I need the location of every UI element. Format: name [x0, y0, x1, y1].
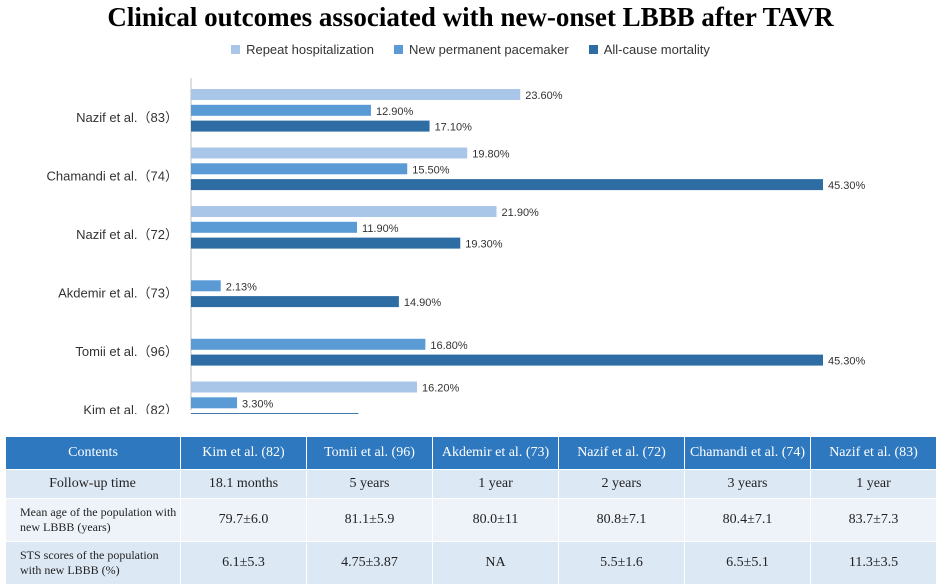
table-header-cell: Nazif et al. (83) [810, 436, 937, 470]
table-row-label: Follow-up time [5, 469, 181, 499]
legend: Repeat hospitalization New permanent pac… [0, 42, 941, 57]
bar-repeat-hospitalization [191, 206, 497, 217]
table-cell: 5.5±1.6 [558, 541, 685, 585]
bar-repeat-hospitalization [191, 89, 521, 100]
bar-value-label: 45.30% [828, 356, 866, 368]
table-row-label: STS scores of the population with new LB… [5, 541, 181, 585]
table-cell: 1 year [810, 469, 937, 499]
table-row: STS scores of the population with new LB… [5, 541, 937, 585]
bar-all-cause-mortality [191, 237, 461, 249]
table-cell: 80.8±7.1 [558, 498, 685, 542]
table-header-cell: Kim et al. (82) [180, 436, 307, 470]
legend-item-repeat-hospitalization: Repeat hospitalization [231, 42, 374, 57]
bar-all-cause-mortality [191, 179, 823, 191]
table-cell: 1 year [432, 469, 559, 499]
study-characteristics-table: Contents Kim et al. (82) Tomii et al. (9… [5, 436, 937, 585]
table-cell: 18.1 months [180, 469, 307, 499]
category-label: Chamandi et al.（74） [46, 169, 178, 184]
table-header-cell: Nazif et al. (72) [558, 436, 685, 470]
data-table: Contents Kim et al. (82) Tomii et al. (9… [5, 436, 937, 585]
bar-value-label: 19.80% [472, 149, 510, 161]
table-header-cell: Tomii et al. (96) [306, 436, 433, 470]
table-cell: 80.4±7.1 [684, 498, 811, 542]
bar-value-label: 11.90% [362, 223, 399, 235]
bar-all-cause-mortality [191, 120, 430, 132]
category-label: Nazif et al.（83） [76, 110, 178, 125]
bar-value-label: 45.30% [828, 180, 866, 192]
bar-value-label: 12.90% [376, 106, 414, 118]
bar-repeat-hospitalization [191, 381, 418, 393]
table-row-label: Mean age of the population with new LBBB… [5, 498, 181, 542]
legend-item-all-cause-mortality: All-cause mortality [588, 42, 710, 57]
bar-all-cause-mortality [191, 296, 399, 308]
bar-value-label: 3.30% [242, 398, 273, 410]
bar-value-label: 16.20% [422, 383, 460, 395]
bar-new-permanent-pacemaker [191, 104, 371, 116]
legend-swatch-repeat-hospitalization [231, 45, 241, 54]
table-header-cell: Akdemir et al. (73) [432, 436, 559, 470]
bar-new-permanent-pacemaker [191, 397, 238, 409]
bar-chart: 23.60% 12.90% 17.10% Nazif et al.（83） 19.80%… [46, 78, 866, 414]
bar-value-label: 14.90% [404, 297, 442, 309]
category-label: Tomii et al.（96） [75, 344, 178, 359]
table-cell: 11.3±3.5 [810, 541, 937, 585]
bar-new-permanent-pacemaker [191, 338, 426, 350]
category-label: Akdemir et al.（73） [58, 286, 178, 301]
table-header-cell: Contents [5, 436, 181, 470]
table-cell: 6.1±5.3 [180, 541, 307, 585]
table-cell: 81.1±5.9 [306, 498, 433, 542]
bar-new-permanent-pacemaker [191, 163, 408, 175]
bar-new-permanent-pacemaker [191, 280, 221, 292]
bar-value-label: 2.13% [226, 281, 257, 293]
table-row: Mean age of the population with new LBBB… [5, 498, 937, 542]
legend-label-repeat-hospitalization: Repeat hospitalization [246, 42, 374, 57]
bar-value-label: 21.90% [502, 207, 540, 219]
bar-value-label: 23.60% [525, 90, 563, 102]
table-cell: 5 years [306, 469, 433, 499]
legend-item-new-permanent-pacemaker: New permanent pacemaker [394, 42, 569, 57]
table-cell: 79.7±6.0 [180, 498, 307, 542]
category-label: Nazif et al.（72） [76, 227, 178, 242]
table-header-row: Contents Kim et al. (82) Tomii et al. (9… [5, 436, 937, 470]
table-cell: 83.7±7.3 [810, 498, 937, 542]
table-row: Follow-up time 18.1 months 5 years 1 yea… [5, 469, 937, 499]
legend-swatch-new-permanent-pacemaker [394, 45, 403, 54]
legend-swatch-all-cause-mortality [588, 45, 598, 54]
table-header-cell: Chamandi et al. (74) [684, 436, 811, 470]
table-cell: 6.5±5.1 [684, 541, 811, 585]
table-cell: NA [432, 541, 559, 585]
bar-value-label: 15.50% [412, 164, 450, 176]
bar-value-label: 16.80% [430, 340, 468, 352]
bar-value-label: 19.30% [465, 239, 503, 251]
chart-title: Clinical outcomes associated with new-on… [107, 2, 834, 32]
table-cell: 4.75±3.87 [306, 541, 433, 585]
bar-value-label: 17.10% [435, 122, 473, 134]
table-cell: 2 years [558, 469, 685, 499]
table-cell: 3 years [684, 469, 811, 499]
category-label: Kim et al.（82） [83, 403, 178, 414]
table-cell: 80.0±11 [432, 498, 559, 542]
bar-all-cause-mortality [191, 354, 823, 366]
bar-new-permanent-pacemaker [191, 221, 358, 233]
legend-label-all-cause-mortality: All-cause mortality [603, 42, 710, 57]
bar-all-cause-mortality [191, 413, 359, 414]
bar-repeat-hospitalization [191, 147, 468, 159]
legend-label-new-permanent-pacemaker: New permanent pacemaker [409, 42, 569, 57]
